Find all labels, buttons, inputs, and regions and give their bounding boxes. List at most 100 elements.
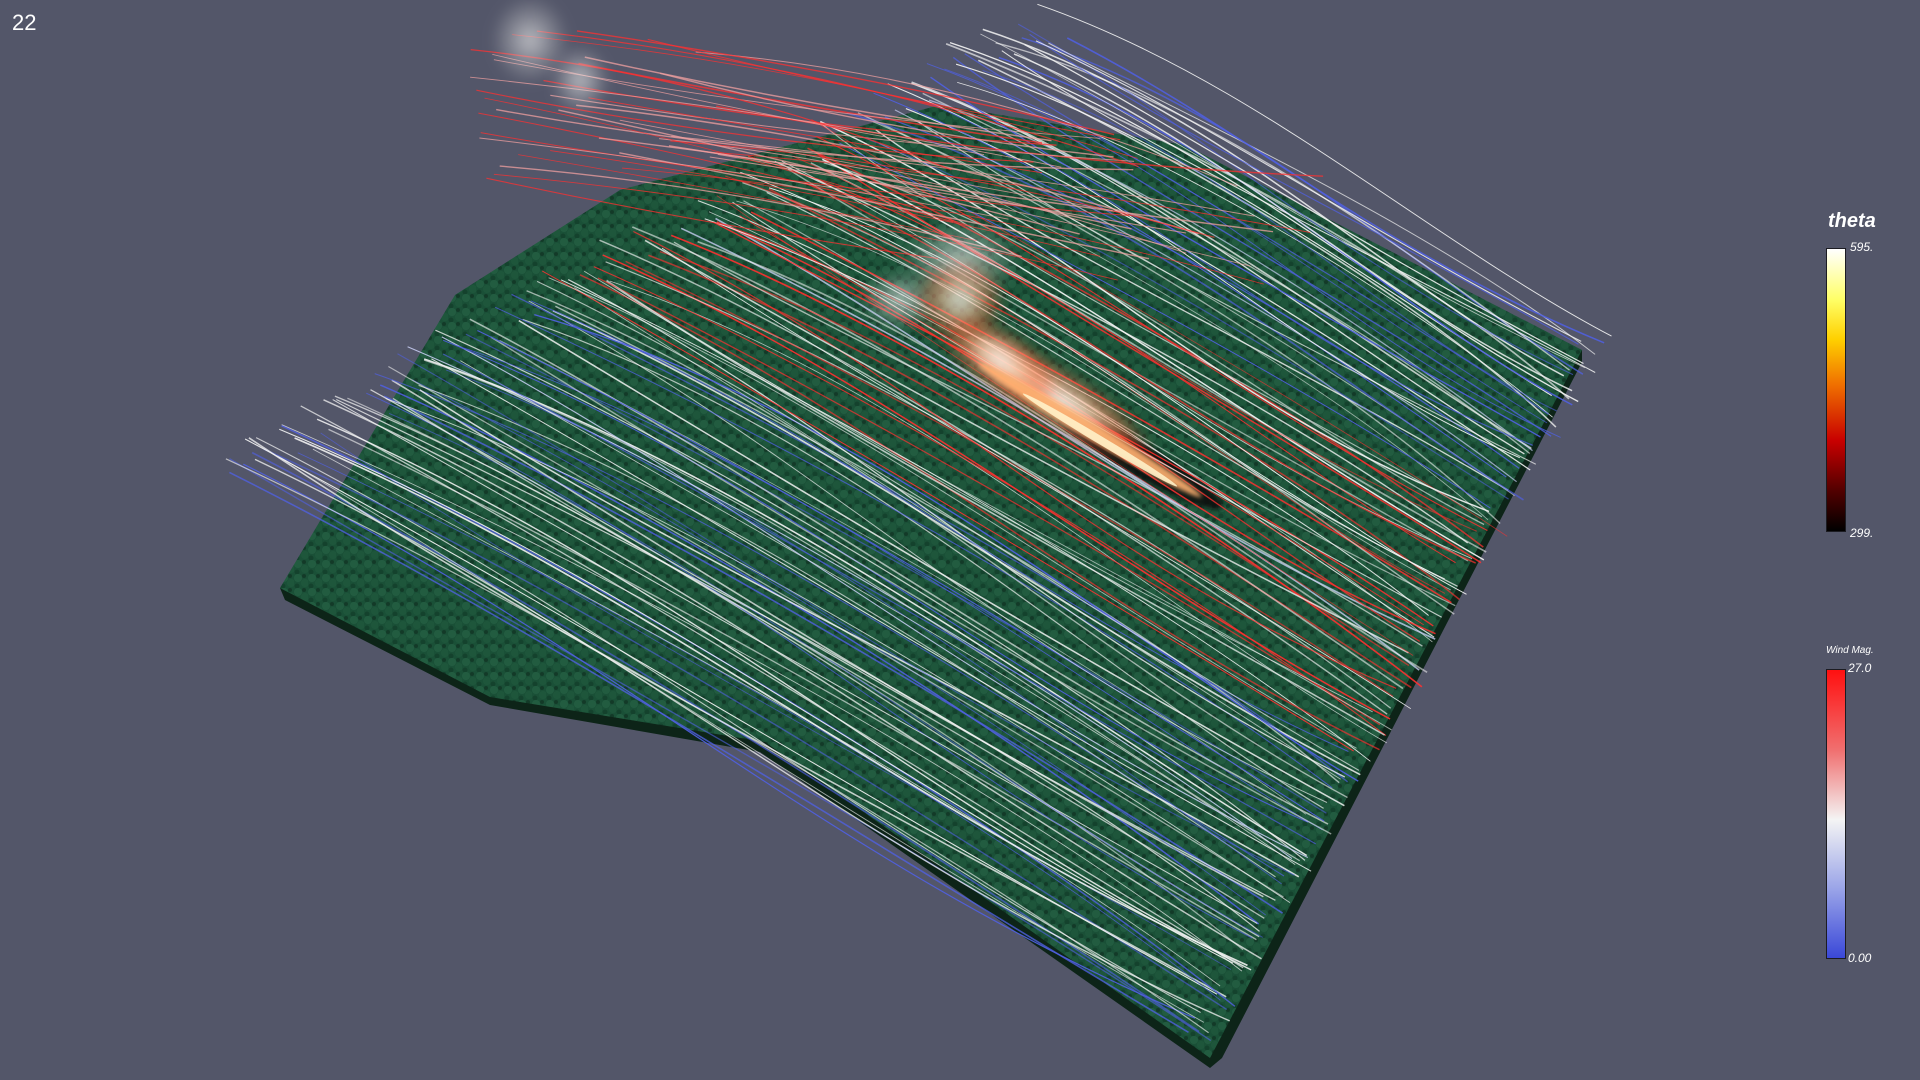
streamline — [328, 428, 1257, 941]
streamline — [518, 319, 1345, 807]
streamline — [518, 154, 977, 241]
streamline — [300, 405, 1244, 969]
streamline — [229, 458, 1212, 1042]
streamline — [480, 132, 1130, 217]
streamline — [423, 358, 1308, 857]
streamline — [407, 346, 1293, 860]
streamline — [952, 56, 1552, 437]
streamline — [659, 138, 1187, 254]
streamline — [496, 108, 1134, 171]
streamline — [476, 89, 1034, 163]
streamline — [819, 122, 1483, 518]
streamline — [949, 41, 1579, 403]
streamline — [857, 112, 1501, 525]
streamline — [588, 97, 1043, 174]
streamline — [469, 318, 1329, 825]
streamline — [911, 82, 1525, 455]
streamline — [374, 373, 1285, 877]
streamline — [670, 234, 1423, 688]
streamline — [243, 463, 1196, 1019]
streamline — [366, 392, 1253, 939]
theta-legend-title: theta — [1828, 210, 1876, 232]
streamline — [619, 119, 1113, 212]
streamline — [1048, 42, 1596, 355]
streamline — [530, 300, 1349, 752]
streamline — [490, 336, 1332, 835]
streamline — [602, 254, 1391, 720]
wind-magnitude-legend: Wind Mag. 27.0 0.00 — [1820, 645, 1920, 975]
streamline — [644, 239, 1409, 654]
streamline — [787, 168, 1469, 562]
fire-front — [915, 260, 1202, 498]
streamline — [668, 145, 1274, 233]
streamline — [597, 277, 1381, 726]
streamline — [1017, 23, 1574, 376]
streamline — [486, 177, 939, 260]
streamline — [648, 254, 1412, 689]
streamline — [552, 310, 1361, 776]
streamline — [1024, 44, 1584, 365]
streamline — [526, 290, 1348, 799]
streamline — [484, 97, 972, 227]
streamline — [670, 140, 1215, 238]
streamline — [316, 418, 1252, 971]
streamline — [631, 226, 1404, 690]
smoke-plume — [490, 0, 570, 85]
streamline — [536, 30, 1139, 168]
streamline — [443, 339, 1309, 823]
streamline — [435, 329, 1306, 861]
frame-number: 22 — [12, 10, 37, 35]
streamline — [392, 397, 1265, 919]
streamline — [709, 156, 1187, 234]
wind-color-bar — [1826, 669, 1846, 959]
streamline — [593, 266, 1387, 737]
streamline — [599, 239, 1388, 715]
streamline — [742, 181, 1455, 615]
streamline — [297, 452, 1221, 1001]
streamline — [995, 42, 1570, 371]
streamline — [930, 102, 1534, 446]
streamline — [926, 63, 1561, 438]
streamline — [884, 116, 1520, 469]
streamline — [964, 53, 1550, 415]
streamline — [1066, 37, 1605, 344]
streamline — [522, 318, 1324, 809]
theta-color-bar — [1826, 248, 1846, 532]
streamline — [558, 109, 1080, 235]
streamline — [423, 359, 1301, 862]
streamline — [536, 280, 1360, 771]
streamline — [811, 119, 1508, 537]
streamline — [1035, 40, 1582, 342]
streamline — [1001, 50, 1596, 373]
wind-streamlines — [225, 3, 1612, 1042]
streamline — [248, 437, 1227, 998]
streamline — [548, 277, 1357, 749]
streamline — [479, 137, 1009, 220]
streamline — [576, 104, 1199, 235]
streamline — [441, 336, 1309, 859]
streamline — [768, 188, 1460, 601]
streamline — [418, 384, 1276, 878]
streamline — [873, 92, 1507, 478]
streamline — [736, 200, 1452, 591]
streamline — [944, 68, 1548, 424]
streamline — [567, 279, 1346, 778]
streamline — [717, 153, 1251, 267]
streamline — [442, 353, 1317, 845]
streamline — [846, 112, 1524, 501]
streamline — [511, 293, 1349, 783]
streamline — [766, 191, 1458, 587]
streamline — [928, 99, 1533, 452]
streamline — [659, 72, 1114, 158]
streamline — [528, 300, 1328, 803]
streamline — [370, 389, 1276, 901]
streamline — [383, 395, 1284, 914]
streamline — [534, 313, 1359, 782]
streamline — [541, 270, 1354, 752]
streamline — [945, 43, 1570, 400]
streamline — [579, 274, 1380, 751]
streamline — [807, 147, 1484, 548]
streamline — [1037, 3, 1612, 337]
streamline — [804, 181, 1477, 564]
